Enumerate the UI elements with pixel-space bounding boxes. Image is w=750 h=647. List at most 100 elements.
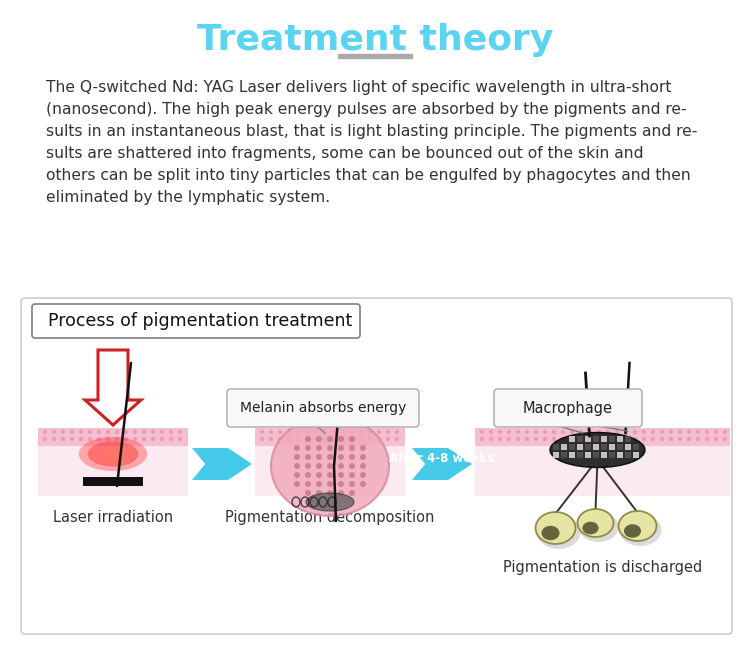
Circle shape [327,472,333,478]
Bar [577,452,583,458]
Circle shape [543,437,548,441]
Circle shape [376,430,381,434]
Circle shape [687,430,692,434]
Circle shape [543,430,548,434]
Circle shape [350,430,354,434]
Circle shape [360,481,366,487]
Polygon shape [412,448,472,480]
Circle shape [525,437,530,441]
Circle shape [322,430,327,434]
Bar [632,452,638,458]
Circle shape [597,437,602,441]
Circle shape [642,430,646,434]
Circle shape [316,472,322,478]
Circle shape [489,430,494,434]
Bar [584,444,590,450]
Circle shape [340,430,345,434]
Bar [475,428,730,496]
Circle shape [314,430,318,434]
Bar [625,452,631,458]
Circle shape [360,472,366,478]
Text: Melanin absorbs energy: Melanin absorbs energy [240,401,406,415]
Circle shape [349,481,355,487]
Circle shape [43,437,47,441]
Circle shape [151,437,155,441]
Ellipse shape [624,524,641,538]
Bar [568,444,574,450]
Circle shape [322,437,327,441]
Circle shape [350,437,354,441]
Circle shape [723,437,728,441]
Bar [601,436,607,442]
Circle shape [516,437,520,441]
Circle shape [507,437,512,441]
Bar [560,452,566,458]
Polygon shape [85,350,141,425]
Circle shape [316,481,322,487]
Circle shape [633,430,638,434]
Circle shape [88,437,92,441]
Ellipse shape [97,446,129,462]
Circle shape [296,437,300,441]
Ellipse shape [620,514,662,546]
Text: sults are shattered into fragments, some can be bounced out of the skin and: sults are shattered into fragments, some… [46,146,644,161]
Circle shape [360,454,366,460]
Bar [601,444,607,450]
Circle shape [386,437,390,441]
Ellipse shape [583,521,598,534]
Ellipse shape [88,441,138,466]
Circle shape [480,437,484,441]
Circle shape [97,430,101,434]
Circle shape [552,437,556,441]
Bar [632,444,638,450]
Circle shape [260,430,264,434]
Text: Pigmentation decomposition: Pigmentation decomposition [225,510,435,525]
Circle shape [579,430,584,434]
Circle shape [332,437,336,441]
Circle shape [394,437,399,441]
Circle shape [338,490,344,496]
Circle shape [358,430,363,434]
Ellipse shape [79,437,147,471]
Circle shape [305,481,311,487]
Circle shape [43,430,47,434]
Ellipse shape [536,512,575,544]
Circle shape [160,437,164,441]
Circle shape [169,430,173,434]
Circle shape [304,437,309,441]
Circle shape [142,437,146,441]
Circle shape [178,430,182,434]
Circle shape [61,430,65,434]
Circle shape [516,430,520,434]
Circle shape [714,430,718,434]
Circle shape [561,437,566,441]
Circle shape [714,437,718,441]
Circle shape [327,490,333,496]
Circle shape [70,437,74,441]
Circle shape [651,430,656,434]
Circle shape [305,454,311,460]
Ellipse shape [306,493,354,511]
Text: others can be split into tiny particles that can be engulfed by phagocytes and t: others can be split into tiny particles … [46,168,691,183]
Circle shape [588,430,592,434]
Circle shape [624,430,628,434]
Circle shape [305,445,311,451]
Circle shape [696,430,700,434]
Circle shape [552,430,556,434]
Bar [592,436,598,442]
Circle shape [70,430,74,434]
Text: sults in an instantaneous blast, that is light blasting principle. The pigments : sults in an instantaneous blast, that is… [46,124,698,139]
Bar [577,444,583,450]
Circle shape [338,481,344,487]
Circle shape [705,430,710,434]
Circle shape [52,430,56,434]
Circle shape [169,437,173,441]
Circle shape [534,437,538,441]
Circle shape [570,430,574,434]
Bar [608,444,614,450]
Circle shape [678,430,682,434]
Ellipse shape [550,432,645,468]
Circle shape [305,436,311,442]
Circle shape [561,430,566,434]
Circle shape [97,437,101,441]
